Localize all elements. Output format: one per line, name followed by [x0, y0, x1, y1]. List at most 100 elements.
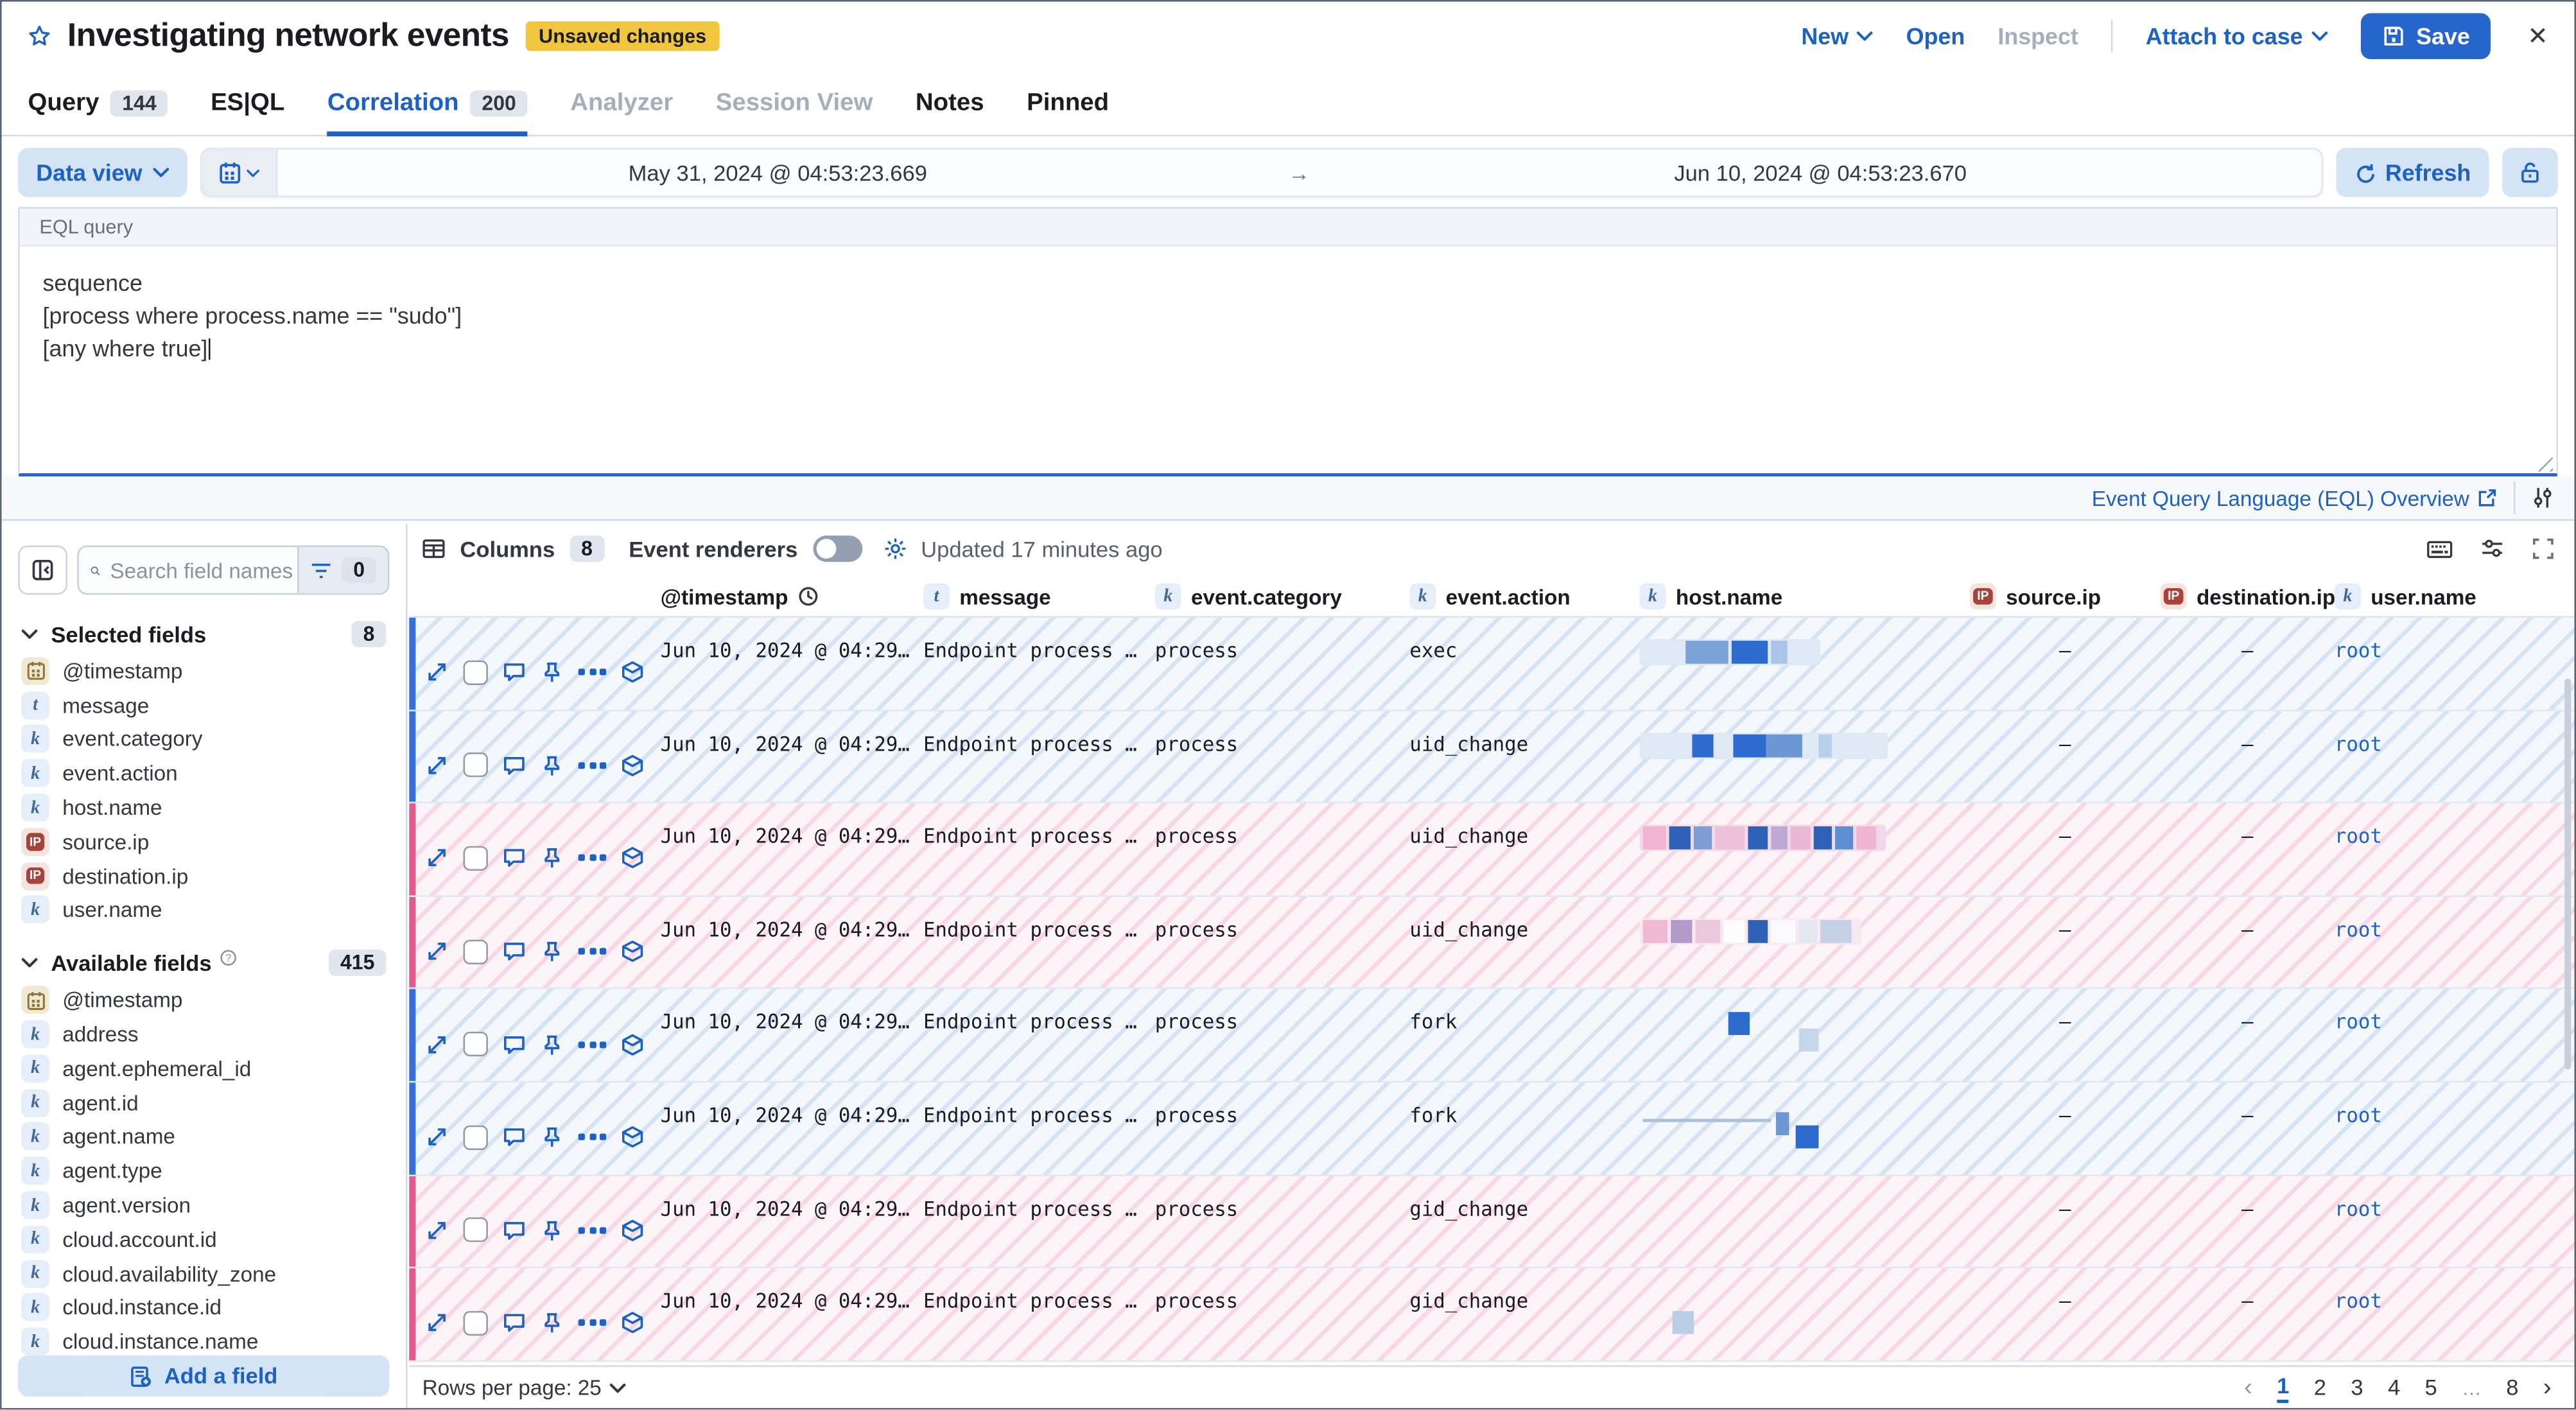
cell-host-name[interactable]	[1640, 1197, 1970, 1267]
field-filter-button[interactable]: 0	[297, 547, 388, 593]
cell-event-action[interactable]: exec	[1409, 639, 1458, 663]
close-timeline-icon[interactable]: ✕	[2527, 22, 2548, 51]
add-note-icon[interactable]	[503, 1312, 526, 1335]
column-header-user-name[interactable]: k user.name	[2334, 583, 2575, 610]
eql-settings-icon[interactable]	[2532, 486, 2555, 509]
cell-user-name[interactable]: root	[2334, 1289, 2382, 1313]
vertical-scrollbar[interactable]	[2564, 678, 2572, 1070]
field-item[interactable]: k address	[18, 1017, 389, 1051]
cell-host-name[interactable]	[1640, 1104, 1970, 1174]
cell-host-name[interactable]	[1640, 1290, 1970, 1360]
cell-event-category[interactable]: process	[1154, 732, 1239, 755]
column-header-host-name[interactable]: k host.name	[1639, 583, 1970, 610]
page-5-button[interactable]: 5	[2424, 1375, 2437, 1400]
new-button[interactable]: New	[1801, 23, 1873, 49]
expand-event-icon[interactable]	[426, 754, 449, 777]
cell-event-category[interactable]: process	[1154, 1289, 1239, 1313]
cell-message[interactable]: Endpoint process …	[923, 1011, 1137, 1034]
field-item[interactable]: @timestamp	[18, 983, 389, 1017]
display-options-icon[interactable]	[2481, 537, 2504, 561]
add-note-icon[interactable]	[503, 1126, 526, 1149]
expand-event-icon[interactable]	[426, 1219, 449, 1242]
cell-event-category[interactable]: process	[1154, 1011, 1239, 1034]
cell-source-ip[interactable]: –	[2059, 1197, 2071, 1220]
more-actions-icon[interactable]	[578, 1134, 607, 1141]
cell-timestamp[interactable]: Jun 10, 2024 @ 04:29…	[660, 824, 910, 848]
row-checkbox[interactable]	[463, 753, 488, 778]
row-checkbox[interactable]	[463, 1125, 488, 1150]
pin-event-icon[interactable]	[541, 661, 564, 684]
cell-event-action[interactable]: uid_change	[1409, 918, 1529, 941]
open-button[interactable]: Open	[1906, 22, 1965, 49]
cell-message[interactable]: Endpoint process …	[923, 918, 1137, 941]
table-row[interactable]: Jun 10, 2024 @ 04:29… Endpoint process ……	[409, 1083, 2575, 1176]
add-note-icon[interactable]	[503, 754, 526, 777]
pin-event-icon[interactable]	[541, 847, 564, 870]
add-note-icon[interactable]	[503, 1219, 526, 1242]
row-checkbox[interactable]	[463, 846, 488, 871]
pin-event-icon[interactable]	[541, 940, 564, 963]
column-header-event-action[interactable]: k event.action	[1409, 583, 1639, 610]
data-view-button[interactable]: Data view	[18, 148, 187, 198]
cell-host-name[interactable]	[1640, 1011, 1970, 1081]
cell-destination-ip[interactable]: –	[2241, 824, 2254, 848]
cell-source-ip[interactable]: –	[2059, 918, 2071, 941]
tab-pinned[interactable]: Pinned	[1027, 89, 1110, 117]
cell-source-ip[interactable]: –	[2059, 639, 2071, 663]
more-actions-icon[interactable]	[578, 669, 607, 676]
field-item[interactable]: k cloud.instance.id	[18, 1291, 389, 1325]
pin-event-icon[interactable]	[541, 754, 564, 777]
cell-event-category[interactable]: process	[1154, 824, 1239, 848]
cell-source-ip[interactable]: –	[2059, 824, 2071, 848]
pin-event-icon[interactable]	[541, 1312, 564, 1335]
cell-message[interactable]: Endpoint process …	[923, 639, 1137, 663]
cell-source-ip[interactable]: –	[2059, 1104, 2071, 1127]
pin-event-icon[interactable]	[541, 1126, 564, 1149]
eql-overview-link[interactable]: Event Query Language (EQL) Overview	[2092, 485, 2497, 510]
cell-destination-ip[interactable]: –	[2241, 732, 2254, 755]
columns-button[interactable]: Columns	[460, 536, 555, 561]
collapse-sidebar-button[interactable]	[18, 545, 67, 595]
column-header-event-category[interactable]: k event.category	[1154, 583, 1410, 610]
cell-message[interactable]: Endpoint process …	[923, 824, 1137, 848]
column-header-timestamp[interactable]: @timestamp	[661, 584, 923, 609]
table-row[interactable]: Jun 10, 2024 @ 04:29… Endpoint process ……	[409, 618, 2575, 711]
refresh-button[interactable]: Refresh	[2336, 148, 2489, 198]
cell-timestamp[interactable]: Jun 10, 2024 @ 04:29…	[660, 918, 910, 941]
expand-event-icon[interactable]	[426, 1126, 449, 1149]
cell-event-category[interactable]: process	[1154, 1197, 1239, 1220]
cell-destination-ip[interactable]: –	[2241, 639, 2254, 663]
analyze-event-icon[interactable]	[621, 661, 644, 684]
cell-destination-ip[interactable]: –	[2241, 1011, 2254, 1034]
expand-event-icon[interactable]	[426, 1033, 449, 1056]
row-checkbox[interactable]	[463, 1217, 488, 1243]
cell-host-name[interactable]	[1639, 824, 1970, 895]
more-actions-icon[interactable]	[578, 948, 607, 955]
more-actions-icon[interactable]	[578, 1226, 607, 1234]
selected-fields-header[interactable]: Selected fields 8	[21, 621, 387, 648]
keyboard-shortcuts-icon[interactable]	[2426, 536, 2453, 561]
cell-destination-ip[interactable]: –	[2241, 1104, 2254, 1127]
row-checkbox[interactable]	[463, 1032, 488, 1057]
field-item[interactable]: k agent.ephemeral_id	[18, 1051, 389, 1085]
previous-page-button[interactable]: ‹	[2243, 1373, 2252, 1402]
tab-query[interactable]: Query 144	[28, 89, 168, 135]
field-item[interactable]: k event.category	[18, 722, 389, 756]
pin-event-icon[interactable]	[541, 1033, 564, 1056]
cell-host-name[interactable]	[1639, 732, 1970, 802]
analyze-event-icon[interactable]	[621, 754, 644, 777]
cell-timestamp[interactable]: Jun 10, 2024 @ 04:29…	[660, 1197, 910, 1220]
lock-date-picker-button[interactable]	[2502, 148, 2558, 198]
field-item[interactable]: k event.action	[18, 756, 389, 790]
field-item[interactable]: @timestamp	[18, 654, 389, 688]
cell-message[interactable]: Endpoint process …	[923, 1104, 1137, 1127]
cell-timestamp[interactable]: Jun 10, 2024 @ 04:29…	[660, 639, 910, 663]
table-row[interactable]: Jun 10, 2024 @ 04:29… Endpoint process ……	[409, 803, 2575, 897]
row-checkbox[interactable]	[463, 1310, 488, 1336]
cell-user-name[interactable]: root	[2334, 732, 2382, 755]
page-3-button[interactable]: 3	[2351, 1375, 2363, 1400]
end-date-button[interactable]: Jun 10, 2024 @ 04:53:23.670	[1674, 160, 1967, 185]
table-row[interactable]: Jun 10, 2024 @ 04:29… Endpoint process ……	[409, 1268, 2575, 1362]
more-actions-icon[interactable]	[578, 855, 607, 862]
field-item[interactable]: k cloud.account.id	[18, 1223, 389, 1257]
